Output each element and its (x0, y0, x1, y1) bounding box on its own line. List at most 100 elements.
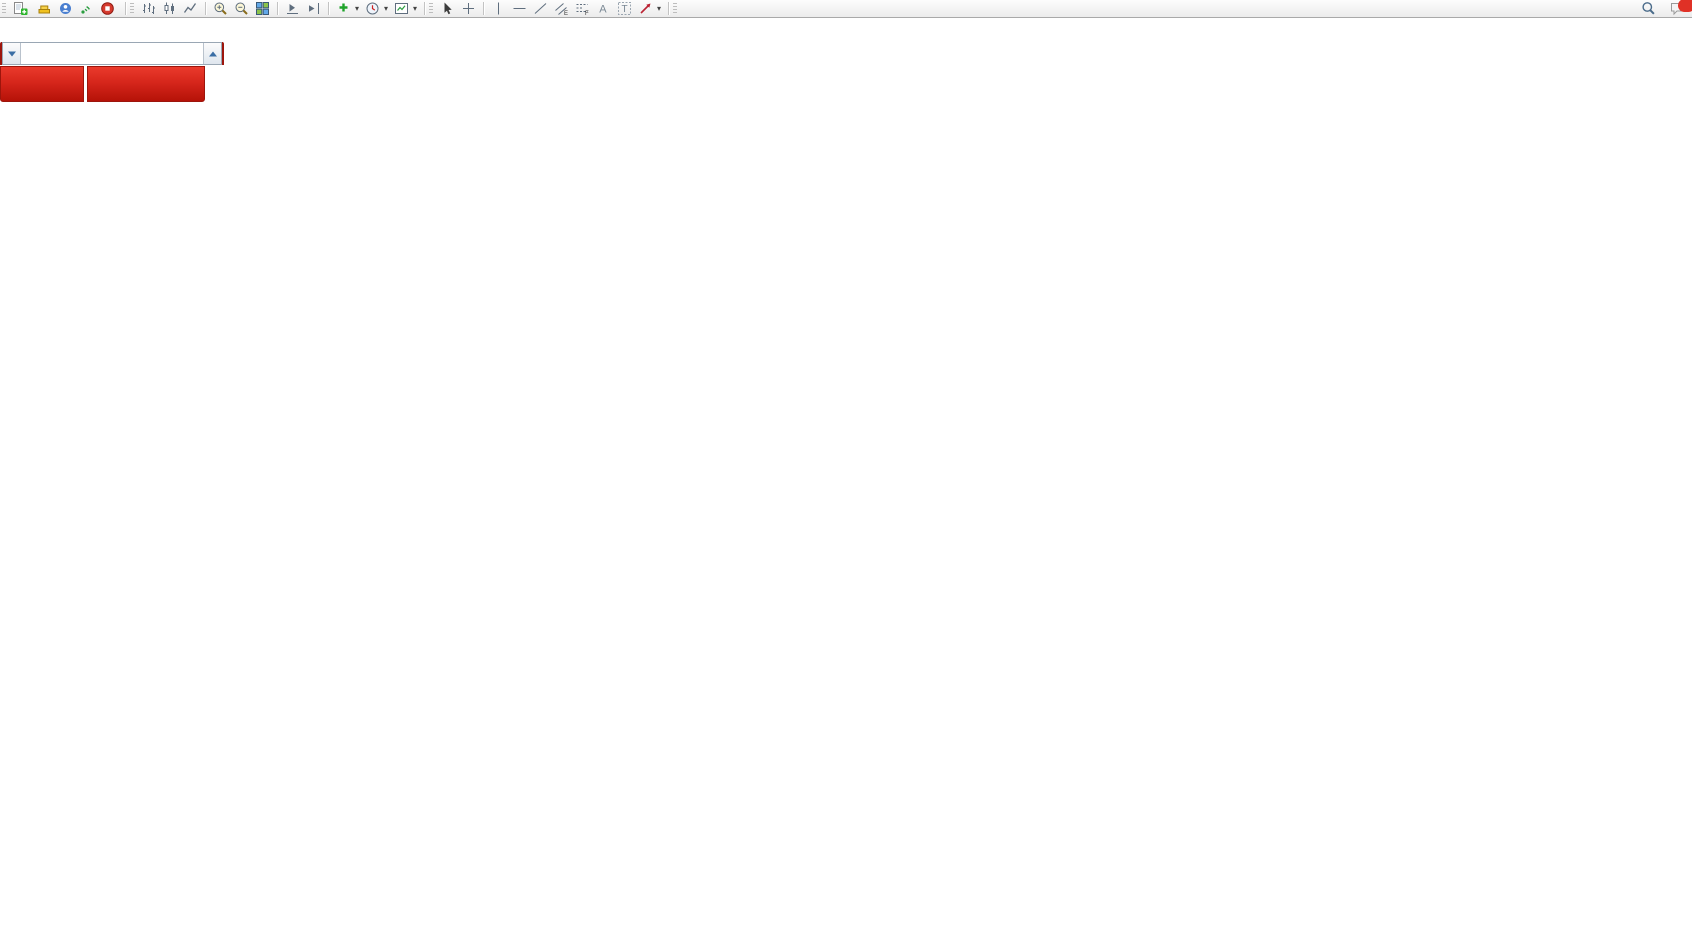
trade-panel-prices (0, 66, 205, 102)
volume-control (2, 42, 222, 65)
auto-scroll-icon (287, 4, 298, 14)
periods-button[interactable]: ▾ (362, 1, 391, 17)
toolbar-separator (328, 2, 329, 15)
zoom-in-button[interactable] (210, 1, 231, 17)
horizontal-line-button[interactable] (509, 1, 530, 17)
timeframes-toolbar (679, 0, 683, 17)
bar-chart-button[interactable] (138, 1, 159, 17)
toolbar-grip[interactable] (2, 2, 6, 15)
chart-profile-button[interactable] (34, 1, 55, 17)
toolbar-grip[interactable] (429, 2, 434, 15)
text-label-icon: T (618, 2, 632, 15)
buy-price[interactable] (86, 66, 205, 102)
cursor-button[interactable] (437, 1, 458, 17)
candlestick-chart-button[interactable] (159, 1, 180, 17)
chevron-down-icon: ▾ (384, 4, 389, 13)
toolbar-separator (277, 2, 278, 15)
svg-text:A: A (599, 4, 607, 16)
zoom-in-icon (214, 2, 227, 15)
toolbar-group-scroll (280, 0, 326, 17)
templates-button[interactable]: ▾ (391, 1, 420, 17)
chevron-down-icon (7, 51, 16, 56)
toolbar-group-indicators: ▾ ▾ ▾ (331, 0, 422, 17)
signals-button[interactable] (76, 1, 97, 17)
toolbar-right (1638, 0, 1692, 17)
toolbar-group-drawing: E F A T (486, 0, 666, 17)
community-button[interactable] (55, 1, 76, 17)
horizontal-line-icon (513, 8, 526, 9)
notifications-button[interactable] (1667, 0, 1692, 17)
indicators-icon (339, 3, 348, 12)
trendline-icon (534, 3, 547, 14)
tile-windows-icon (256, 2, 269, 15)
autotrading-button[interactable] (97, 1, 121, 17)
toolbar-group-trade (8, 0, 123, 17)
chart-shift-button[interactable] (303, 1, 324, 17)
line-chart-icon (183, 3, 197, 13)
toolbar-separator (424, 2, 426, 15)
fibonacci-button[interactable]: F (572, 1, 593, 17)
sell-button[interactable] (0, 42, 2, 65)
svg-text:F: F (585, 11, 589, 16)
text-icon: A (599, 4, 607, 16)
crosshair-button[interactable] (458, 1, 479, 17)
toolbar-group-cursor (435, 0, 481, 17)
text-button[interactable]: A (593, 1, 614, 17)
svg-text:T: T (622, 4, 628, 15)
zoom-out-icon (235, 2, 248, 15)
line-chart-button[interactable] (180, 1, 201, 17)
new-order-icon (14, 2, 28, 15)
volume-decrease-button[interactable] (3, 43, 20, 64)
one-click-trading-panel (0, 42, 224, 102)
chevron-down-icon: ▾ (413, 4, 418, 13)
channel-button[interactable]: E (551, 1, 572, 17)
chevron-up-icon (208, 51, 217, 56)
toolbar-grip[interactable] (130, 2, 134, 15)
svg-text:E: E (564, 11, 568, 16)
search-icon (1642, 2, 1655, 15)
toolbar-separator (125, 2, 126, 15)
bar-chart-icon (143, 3, 155, 14)
search-button[interactable] (1638, 1, 1659, 17)
toolbar-separator (205, 2, 206, 15)
new-order-button[interactable] (10, 1, 34, 17)
price-axis[interactable] (1641, 0, 1692, 938)
volume-increase-button[interactable] (204, 43, 221, 64)
vertical-line-icon (498, 2, 500, 15)
chart-shift-icon (309, 3, 319, 14)
toolbar-separator (668, 2, 670, 15)
buy-button[interactable] (222, 42, 224, 65)
vertical-line-button[interactable] (488, 1, 509, 17)
gold-icon (38, 5, 50, 14)
signals-icon (81, 5, 91, 14)
zoom-out-button[interactable] (231, 1, 252, 17)
periods-icon (366, 2, 379, 15)
autotrading-icon (101, 2, 114, 15)
chevron-down-icon: ▾ (657, 4, 662, 13)
main-toolbar: ▾ ▾ ▾ (0, 0, 1692, 18)
indicators-button[interactable]: ▾ (333, 1, 362, 17)
notification-badge (1678, 0, 1692, 12)
toolbar-separator (483, 2, 485, 15)
toolbar-group-zoom (208, 0, 275, 17)
sell-price[interactable] (0, 66, 84, 102)
crosshair-icon (463, 3, 475, 14)
templates-icon (395, 3, 409, 14)
community-icon (60, 3, 71, 14)
arrows-button[interactable]: ▾ (635, 1, 664, 17)
chevron-down-icon: ▾ (355, 4, 360, 13)
toolbar-grip[interactable] (673, 2, 678, 15)
time-axis[interactable] (0, 920, 1640, 938)
trade-panel-controls (0, 42, 224, 65)
tile-windows-button[interactable] (252, 1, 273, 17)
fibonacci-icon: F (576, 4, 589, 16)
toolbar-group-chart-type (136, 0, 203, 17)
candlestick-icon (164, 2, 174, 14)
text-label-button[interactable]: T (614, 1, 635, 17)
cursor-icon (444, 2, 452, 15)
auto-scroll-button[interactable] (282, 1, 303, 17)
volume-input[interactable] (20, 43, 204, 64)
trendline-button[interactable] (530, 1, 551, 17)
